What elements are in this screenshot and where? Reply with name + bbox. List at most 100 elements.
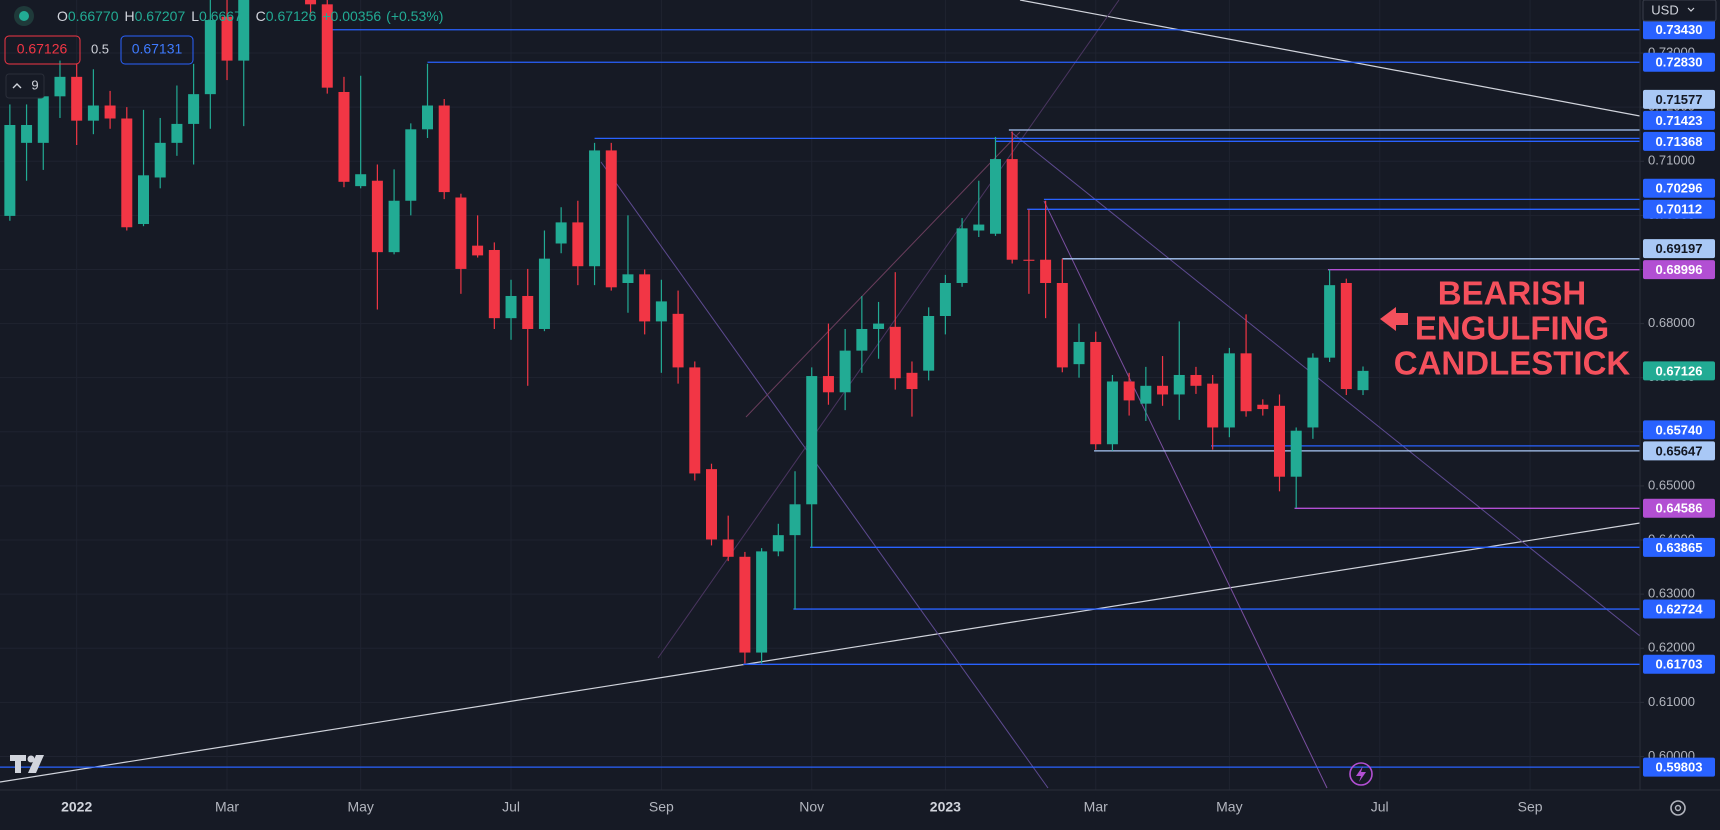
level-badge-label: 0.65740 [1656,422,1703,437]
channel-line [657,0,1120,659]
candle-body [1207,383,1219,428]
level-badge-label: 0.65647 [1656,443,1703,458]
x-tick-label: May [1216,799,1242,815]
candle-body [1240,353,1252,412]
candle-body [1073,341,1085,365]
candle-body [572,222,584,267]
sell-price[interactable]: 0.67126 [17,41,68,57]
trend-line [1019,0,1640,117]
candle-body [689,367,701,474]
spread: 0.5 [91,41,109,56]
level-badge [1643,199,1715,219]
y-tick-label: 0.68000 [1648,315,1695,330]
candle-body [104,105,116,119]
candle-body [522,295,534,329]
ohlc-key: H [125,8,135,24]
candle-body [555,222,567,244]
annotation-text: ENGULFING [1415,310,1609,347]
candle-body [1023,259,1035,261]
level-badge-label: 0.64586 [1656,501,1703,516]
candle-body [238,0,250,61]
alert-bolt [1356,766,1366,782]
candle-body [1307,357,1319,428]
candle-body [1324,285,1336,358]
candle-body [221,16,233,61]
level-badge-label: 0.59803 [1656,760,1703,775]
buy-price[interactable]: 0.67131 [132,41,183,57]
candle-body [639,274,651,322]
candle-body [1290,430,1302,477]
candle-body [923,316,935,371]
candle-body [739,556,751,653]
level-badge-label: 0.71423 [1656,113,1703,128]
change: +0.00356 [322,8,381,24]
annotation-arrow [1380,307,1408,331]
candle-body [421,105,433,130]
candle-body [338,91,350,182]
settings-icon[interactable] [1670,800,1686,816]
candle-body [1056,282,1068,368]
level-badge [1643,498,1715,518]
alert-icon[interactable] [1349,762,1373,786]
y-tick-label: 0.71000 [1648,153,1695,168]
indicators-toggle[interactable] [5,73,45,99]
indicators-count[interactable]: 9 [31,77,38,92]
settings-icon-center [1674,804,1682,812]
level-badge [1643,239,1715,259]
candle-body [1090,341,1102,445]
candle-body [889,326,901,379]
candle-body [188,94,200,124]
candles [4,0,1369,664]
level-badge [1643,178,1715,198]
candle-body [672,313,684,368]
candle-body [622,274,634,283]
symbol-icon-dot [19,11,29,21]
ohlc-value: 0.66679 [199,8,250,24]
last-price-badge [1643,361,1715,381]
x-tick-label: Mar [215,799,239,815]
buy-button[interactable] [120,35,194,65]
level-badge-label: 0.69197 [1656,241,1703,256]
level-badge [1643,757,1715,777]
level-badge [1643,599,1715,619]
ohlc-legend: O0.66770 H0.67207 L0.66679 C0.67126 +0.00356… [57,8,443,24]
sell-button[interactable] [4,35,81,65]
x-tick-label: Jul [1371,799,1389,815]
candle-body [756,551,768,653]
level-badge-label: 0.73430 [1656,22,1703,37]
currency-button[interactable] [1642,0,1717,22]
level-badge [1643,654,1715,674]
candle-body [705,469,717,540]
candle-body [722,539,734,557]
candle-body [806,376,818,505]
candle-body [1157,385,1169,395]
trend-line [1043,200,1328,789]
candle-body [405,129,417,201]
ohlc-value: 0.66770 [68,8,119,24]
x-tick-label: Sep [649,799,674,815]
level-badge-label: 0.63865 [1656,540,1703,555]
collapse-icon [12,83,22,89]
candle-body [1340,282,1352,390]
candle-body [939,282,951,316]
candle-body [1257,404,1269,410]
level-badge-label: 0.68996 [1656,262,1703,277]
level-badge-label: 0.71368 [1656,134,1703,149]
level-badge-label: 0.72830 [1656,55,1703,70]
candle-body [71,76,83,121]
y-tick-label: 0.61000 [1648,694,1695,709]
trend-line [600,161,1049,789]
currency-label[interactable]: USD [1651,2,1678,17]
candle-body [655,301,667,322]
candle-body [906,372,918,390]
trend-line [1010,131,1640,637]
price-badges: 0.59803 0.61703 0.62724 0.63865 0.64586 0.656… [1643,20,1715,777]
ohlc-key: C [256,8,266,24]
x-axis: 2022 Mar May Jul Sep Nov 2023 Mar May Jul Sep [61,799,1543,815]
ohlc-key: L [191,8,199,24]
candle-body [1040,259,1052,283]
level-badge [1643,110,1715,130]
candle-body [605,150,617,288]
